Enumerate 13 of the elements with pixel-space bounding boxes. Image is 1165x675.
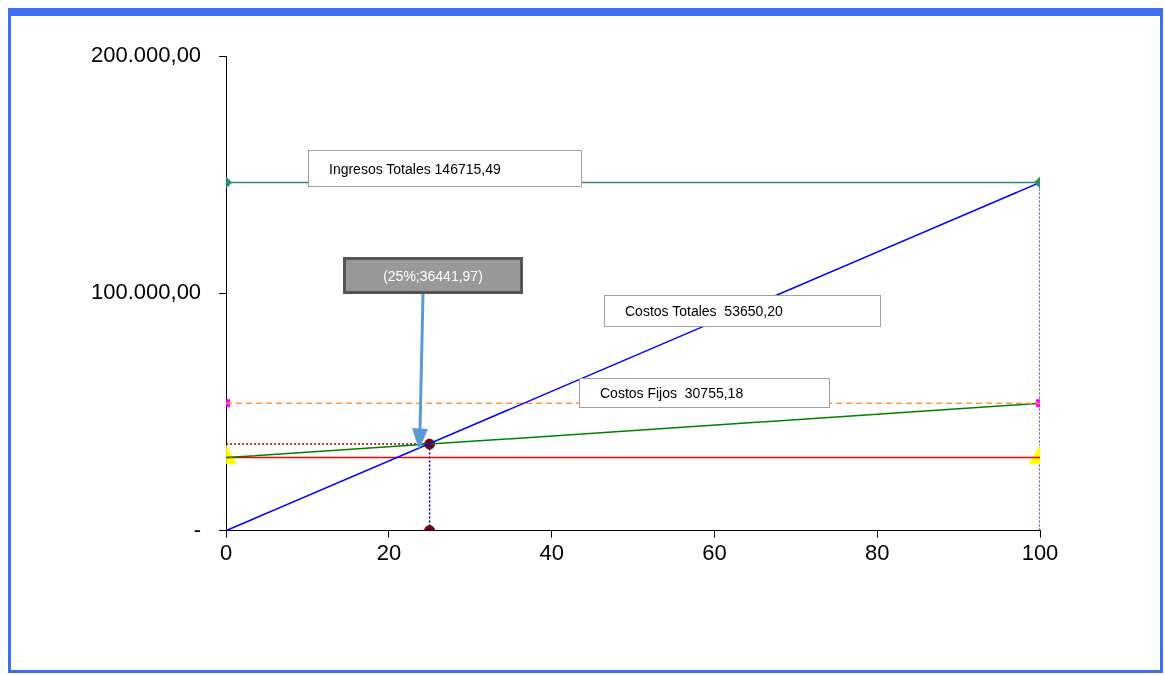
x-tick-label: 60 [702,539,727,565]
text-box: Costos Totales 53650,20 [604,295,881,327]
callout-box: (25%;36441,97) [343,257,523,294]
y-tick-label: 100.000,00 [91,279,202,305]
y-tick-label: - [193,516,202,542]
text-box: Ingresos Totales 146715,49 [308,150,582,187]
y-tick-label: 200.000,00 [91,42,202,68]
x-tick-label: 20 [376,539,402,565]
x-tick-label: 0 [219,539,233,565]
x-tick-label: 100 [1021,539,1059,565]
x-tick-label: 80 [864,539,890,565]
x-tick-label: 40 [539,539,564,565]
text-box: Costos Fijos 30755,18 [579,378,830,408]
